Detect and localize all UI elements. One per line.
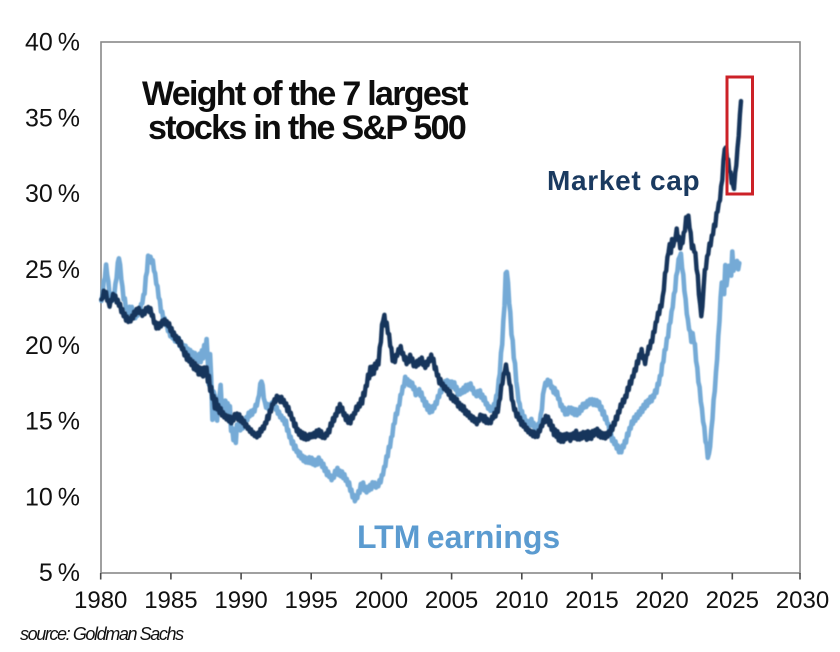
svg-text:2000: 2000 — [355, 587, 408, 614]
svg-text:10 %: 10 % — [25, 483, 80, 511]
svg-text:Weight of the 7 largest: Weight of the 7 largest — [142, 75, 468, 113]
svg-text:30 %: 30 % — [25, 180, 80, 208]
svg-text:1985: 1985 — [144, 587, 197, 614]
svg-text:2010: 2010 — [495, 587, 548, 614]
svg-text:2030: 2030 — [776, 587, 829, 614]
svg-text:1980: 1980 — [74, 587, 127, 614]
svg-text:Market cap: Market cap — [547, 165, 700, 196]
svg-text:20 %: 20 % — [25, 332, 80, 360]
svg-text:1990: 1990 — [214, 587, 267, 614]
svg-text:35 %: 35 % — [25, 104, 80, 132]
svg-text:5 %: 5 % — [39, 559, 80, 587]
svg-text:15 %: 15 % — [25, 408, 80, 436]
svg-text:stocks in the S&P 500: stocks in the S&P 500 — [148, 109, 466, 147]
svg-text:2015: 2015 — [565, 587, 618, 614]
svg-text:2025: 2025 — [706, 587, 759, 614]
svg-text:1995: 1995 — [285, 587, 338, 614]
svg-text:LTM earnings: LTM earnings — [357, 519, 560, 555]
svg-text:40 %: 40 % — [25, 29, 80, 57]
svg-text:2005: 2005 — [425, 587, 478, 614]
svg-text:25 %: 25 % — [25, 256, 80, 284]
svg-text:source: Goldman Sachs: source: Goldman Sachs — [20, 624, 184, 644]
svg-text:2020: 2020 — [635, 587, 688, 614]
